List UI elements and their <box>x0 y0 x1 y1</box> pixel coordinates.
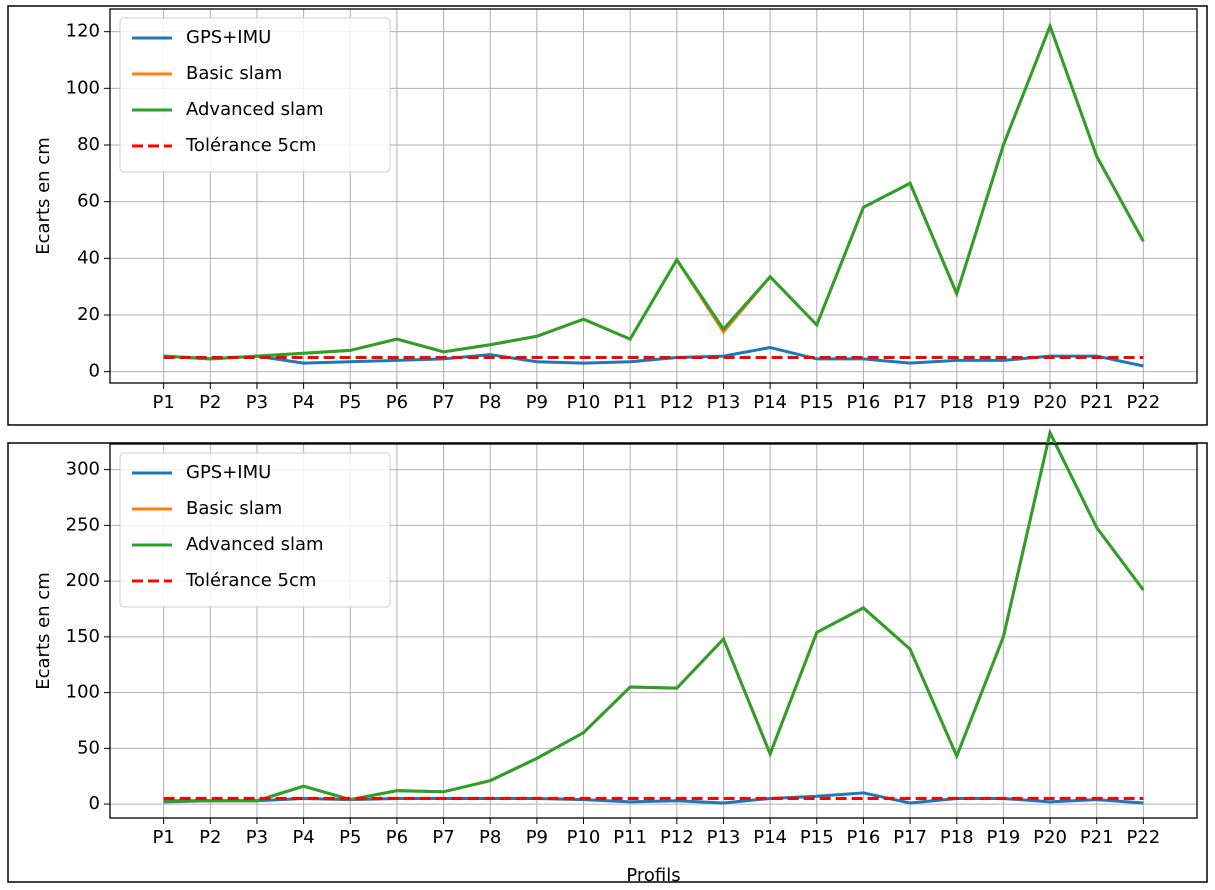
x-tick-label: P19 <box>987 392 1021 413</box>
legend-label: GPS+IMU <box>186 27 271 48</box>
legend-box <box>119 452 391 608</box>
figure-border <box>7 5 1208 426</box>
x-tick-label: P21 <box>1080 827 1114 848</box>
x-tick-label: P4 <box>292 827 314 848</box>
series-line <box>163 21 1145 361</box>
plot-frame <box>109 443 1198 819</box>
legend-label: Advanced slam <box>186 534 324 555</box>
x-tick-label: P7 <box>432 827 454 848</box>
x-tick-label: P1 <box>152 827 174 848</box>
x-tick-label: P8 <box>479 827 501 848</box>
x-tick-label: P12 <box>660 827 694 848</box>
x-tick-label: P7 <box>432 392 454 413</box>
y-tick-label: 300 <box>66 459 100 480</box>
x-tick-label: P14 <box>753 392 787 413</box>
legend-label: Basic slam <box>186 498 282 519</box>
x-tick-label: P20 <box>1033 392 1067 413</box>
x-tick-label: P17 <box>893 392 927 413</box>
x-tick-label: P2 <box>199 827 221 848</box>
x-tick-label: P10 <box>567 392 601 413</box>
legend: GPS+IMU Basic slam Advanced slam Tolérance … <box>119 452 391 608</box>
x-tick-label: P13 <box>707 392 741 413</box>
x-tick-label: P19 <box>987 827 1021 848</box>
legend-label: GPS+IMU <box>186 462 271 483</box>
y-tick-label: 120 <box>66 21 100 42</box>
y-tick-label: 150 <box>66 626 100 647</box>
y-tick-label: 0 <box>89 793 100 814</box>
x-tick-label: P8 <box>479 392 501 413</box>
x-tick-label: P15 <box>800 392 834 413</box>
x-axis-label: Profils <box>626 865 680 886</box>
x-tick-label: P17 <box>893 827 927 848</box>
y-tick-label: 60 <box>77 191 100 212</box>
x-tick-label: P10 <box>567 827 601 848</box>
x-tick-label: P12 <box>660 392 694 413</box>
legend-label: Basic slam <box>186 63 282 84</box>
y-tick-label: 100 <box>66 77 100 98</box>
x-tick-label: P6 <box>386 827 408 848</box>
y-tick-label: 40 <box>77 247 100 268</box>
y-axis-label: Ecarts en cm <box>33 137 54 255</box>
x-tick-label: P9 <box>526 392 548 413</box>
y-axis-label: Ecarts en cm <box>33 572 54 690</box>
series-line <box>163 346 1144 368</box>
y-tick-label: 100 <box>66 682 100 703</box>
x-tick-label: P20 <box>1033 827 1067 848</box>
legend-label: Advanced slam <box>186 99 324 120</box>
x-tick-label: P3 <box>246 392 268 413</box>
x-tick-label: P16 <box>847 392 881 413</box>
x-tick-label: P9 <box>526 827 548 848</box>
x-tick-label: P11 <box>613 827 647 848</box>
x-tick-label: P15 <box>800 827 834 848</box>
y-tick-label: 0 <box>89 361 100 382</box>
x-tick-label: P13 <box>707 827 741 848</box>
y-tick-label: 250 <box>66 514 100 535</box>
legend-box <box>119 17 391 173</box>
legend: GPS+IMU Basic slam Advanced slam Tolérance … <box>119 17 391 173</box>
x-tick-label: P22 <box>1126 827 1160 848</box>
legend-label: Tolérance 5cm <box>185 570 316 591</box>
x-tick-label: P18 <box>940 392 974 413</box>
series-line <box>163 428 1145 803</box>
x-tick-label: P21 <box>1080 392 1114 413</box>
legend-label: Tolérance 5cm <box>185 135 316 156</box>
x-tick-label: P14 <box>753 827 787 848</box>
plot-frame <box>109 8 1198 384</box>
x-tick-label: P3 <box>246 827 268 848</box>
x-tick-label: P5 <box>339 392 361 413</box>
x-tick-label: P18 <box>940 827 974 848</box>
x-tick-label: P4 <box>292 392 314 413</box>
x-tick-label: P22 <box>1126 392 1160 413</box>
figure-border <box>7 442 1208 883</box>
x-tick-label: P1 <box>152 392 174 413</box>
x-tick-label: P5 <box>339 827 361 848</box>
y-tick-label: 200 <box>66 570 100 591</box>
y-tick-label: 20 <box>77 304 100 325</box>
x-tick-label: P16 <box>847 827 881 848</box>
x-tick-label: P6 <box>386 392 408 413</box>
x-tick-label: P11 <box>613 392 647 413</box>
y-tick-label: 50 <box>77 737 100 758</box>
y-tick-label: 80 <box>77 134 100 155</box>
x-tick-label: P2 <box>199 392 221 413</box>
